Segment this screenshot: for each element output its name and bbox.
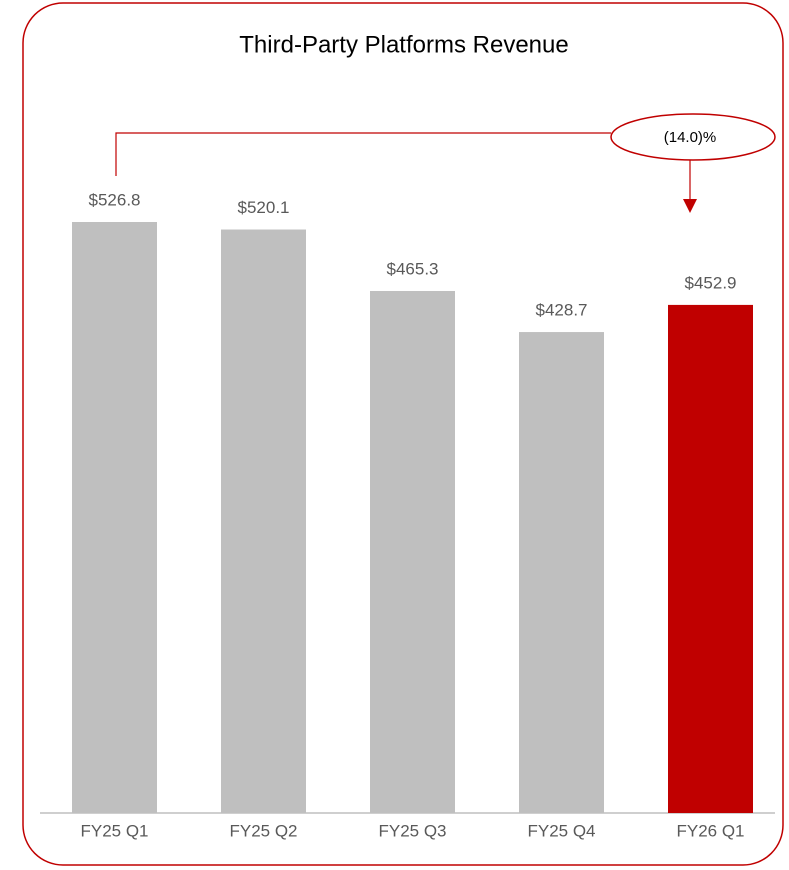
x-tick-label: FY26 Q1 — [676, 821, 744, 840]
annotation-text: (14.0)% — [664, 129, 717, 146]
bar — [72, 222, 157, 813]
frame — [22, 2, 784, 866]
chart-title: Third-Party Platforms Revenue — [239, 31, 568, 58]
annotation-arrowhead — [683, 199, 697, 213]
value-label: $465.3 — [387, 259, 439, 278]
bar — [370, 290, 455, 813]
value-label: $428.7 — [536, 301, 588, 320]
value-label: $526.8 — [89, 190, 141, 209]
x-tick-label: FY25 Q1 — [80, 821, 148, 840]
x-tick-label: FY25 Q4 — [527, 821, 595, 840]
x-tick-label: FY25 Q2 — [229, 821, 297, 840]
bar — [519, 332, 604, 813]
x-tick-label: FY25 Q3 — [378, 821, 446, 840]
value-label: $520.1 — [238, 198, 290, 217]
value-label: $452.9 — [685, 273, 737, 292]
annotation-bracket — [115, 132, 611, 176]
annotation-ellipse — [610, 113, 776, 161]
bar — [668, 304, 753, 813]
bar — [221, 229, 306, 814]
